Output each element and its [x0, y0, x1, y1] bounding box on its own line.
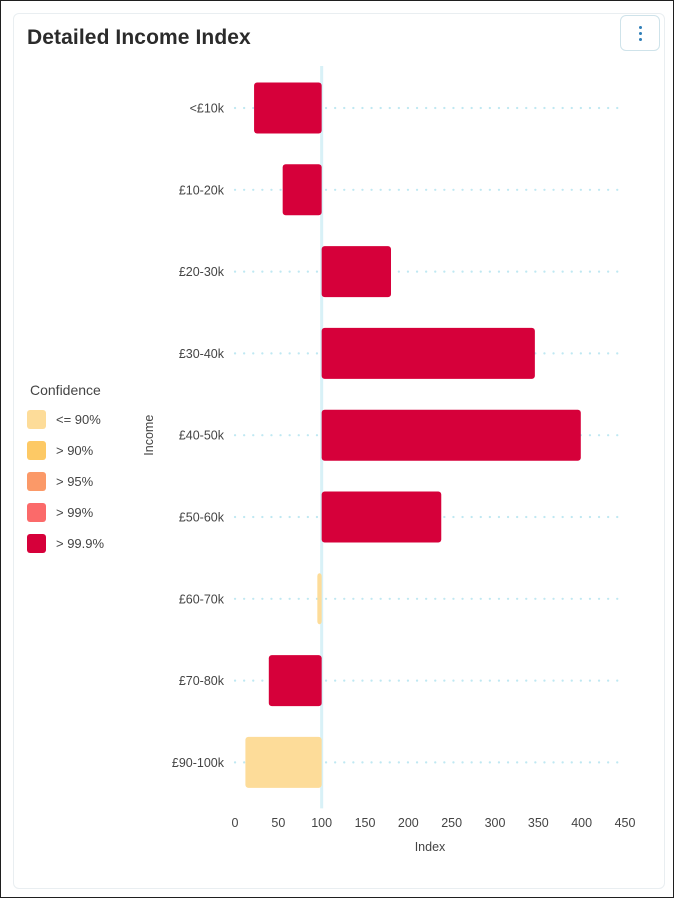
- x-tick-label: 450: [615, 816, 636, 830]
- legend-swatch: [27, 503, 46, 522]
- legend-label: > 99%: [56, 505, 94, 520]
- legend-item: <= 90%: [27, 404, 104, 435]
- x-tick-labels: 0 50 100 150 200 250 300 350 400 450: [232, 816, 636, 830]
- y-tick-label: £70-80k: [179, 674, 225, 688]
- legend-item: > 90%: [27, 435, 104, 466]
- legend-item: > 99%: [27, 497, 104, 528]
- legend-label: <= 90%: [56, 412, 101, 427]
- y-tick-label: £90-100k: [172, 756, 225, 770]
- y-tick-label: £50-60k: [179, 511, 225, 525]
- x-axis-title: Index: [415, 840, 446, 854]
- x-tick-label: 300: [485, 816, 506, 830]
- y-axis-title: Income: [142, 415, 156, 456]
- bar[interactable]: [321, 409, 581, 461]
- x-tick-label: 50: [271, 816, 285, 830]
- y-tick-label: £60-70k: [179, 592, 225, 606]
- bar[interactable]: [268, 655, 322, 707]
- y-tick-label: £10-20k: [179, 183, 225, 197]
- legend-item: > 95%: [27, 466, 104, 497]
- legend-swatch: [27, 410, 46, 429]
- legend-label: > 95%: [56, 474, 94, 489]
- x-tick-label: 150: [355, 816, 376, 830]
- confidence-legend: Confidence <= 90% > 90% > 95% > 99% > 99.9%: [27, 382, 104, 559]
- x-tick-label: 200: [398, 816, 419, 830]
- bar-layer: [245, 82, 581, 788]
- x-tick-label: 0: [232, 816, 239, 830]
- legend-swatch: [27, 472, 46, 491]
- bar[interactable]: [321, 246, 391, 298]
- more-options-button[interactable]: [620, 15, 660, 51]
- legend-label: > 90%: [56, 443, 94, 458]
- legend-swatch: [27, 441, 46, 460]
- legend-label: > 99.9%: [56, 536, 105, 551]
- legend-title: Confidence: [30, 382, 101, 398]
- y-tick-label: £40-50k: [179, 429, 225, 443]
- legend-item: > 99.9%: [27, 528, 104, 559]
- card-title: Detailed Income Index: [27, 26, 251, 49]
- legend-swatch: [27, 534, 46, 553]
- y-tick-labels: <£10k £10-20k £20-30k £30-40k £40-50k £50-60k…: [172, 102, 225, 770]
- bar[interactable]: [282, 164, 322, 216]
- y-tick-label: £30-40k: [179, 347, 225, 361]
- bar[interactable]: [321, 327, 535, 379]
- kebab-vertical-icon: [638, 25, 642, 41]
- bar[interactable]: [245, 736, 322, 788]
- bar[interactable]: [317, 573, 322, 625]
- x-tick-label: 400: [571, 816, 592, 830]
- x-tick-label: 350: [528, 816, 549, 830]
- bar[interactable]: [321, 491, 442, 543]
- x-tick-label: 250: [441, 816, 462, 830]
- y-tick-label: £20-30k: [179, 265, 225, 279]
- bar[interactable]: [254, 82, 322, 134]
- x-tick-label: 100: [311, 816, 332, 830]
- y-tick-label: <£10k: [190, 102, 225, 116]
